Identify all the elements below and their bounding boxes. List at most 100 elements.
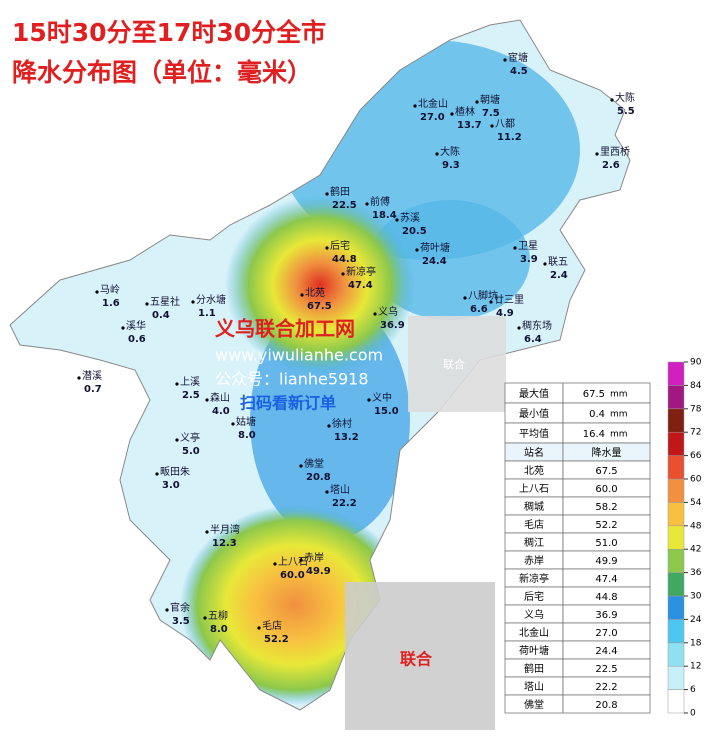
table-text: 47.4	[595, 574, 617, 585]
legend-swatch	[667, 385, 685, 410]
table-text: 27.0	[595, 628, 617, 639]
station-dot	[175, 438, 179, 442]
station-name: 上溪	[180, 376, 200, 388]
station-value: 15.0	[374, 406, 399, 417]
table-text: 平均值	[519, 427, 549, 440]
legend-label: 36	[690, 568, 702, 578]
station-value: 13.2	[334, 432, 359, 443]
station-name: 荷叶塘	[420, 241, 450, 254]
table-text: 24.4	[595, 646, 617, 657]
station-name: 义中	[372, 391, 392, 404]
legend-label: 0	[690, 709, 696, 719]
station-value: 20.5	[402, 226, 427, 237]
station-name: 义亭	[180, 431, 200, 444]
table-text: 塔山	[524, 680, 544, 693]
station-dot	[145, 302, 149, 306]
watermark: 义乌联合加工网 www.yiwulianhe.com 公众号：lianhe591…	[215, 316, 506, 730]
table-cell	[562, 382, 651, 404]
title: 15时30分至17时30分全市	[12, 18, 326, 47]
watermark-text: 扫码看新订单	[240, 394, 336, 413]
legend-swatch	[667, 689, 685, 714]
watermark-text: 义乌联合加工网	[215, 317, 355, 341]
station-name: 毛店	[262, 619, 282, 632]
legend-swatch	[667, 619, 685, 644]
station-name: 宦塘	[508, 51, 528, 64]
station-value: 11.2	[497, 132, 522, 143]
station-value: 13.7	[457, 120, 482, 131]
station-value: 5.5	[617, 106, 635, 117]
unit: mm	[610, 410, 628, 420]
station-dot	[463, 296, 467, 300]
station-name: 五星社	[150, 295, 180, 308]
station-value: 47.4	[348, 280, 373, 291]
table-text: 67.5	[595, 466, 617, 477]
station-name: 分水塘	[196, 293, 226, 306]
station-name: 里西桥	[600, 146, 630, 158]
station-value: 44.8	[332, 254, 357, 265]
table-text: 站名	[524, 446, 544, 459]
station-dot	[413, 104, 417, 108]
table-text: 北金山	[519, 626, 549, 639]
station-value: 1.6	[102, 298, 120, 309]
station-value: 67.5	[307, 301, 332, 312]
legend-swatch	[667, 665, 685, 690]
legend-label: 30	[690, 592, 702, 602]
station-dot	[273, 562, 277, 566]
station-dot	[513, 246, 517, 250]
station-value: 0.4	[152, 310, 170, 321]
station-dot	[610, 98, 614, 102]
station-name: 佛堂	[304, 457, 324, 470]
table-text: 义乌	[524, 608, 544, 621]
station-value: 4.0	[212, 406, 230, 417]
table-text: 49.9	[595, 556, 617, 567]
station-name: 官余	[170, 601, 190, 614]
table-text: 0.4	[589, 409, 605, 420]
legend-label: 42	[690, 545, 701, 555]
table-text: 降水量	[592, 446, 622, 459]
station-dot	[121, 326, 125, 330]
legend-swatch	[667, 502, 685, 527]
station-value: 2.4	[550, 270, 568, 281]
station-dot	[205, 398, 209, 402]
station-dot	[341, 272, 345, 276]
legend-swatch	[667, 548, 685, 573]
station-value: 52.2	[264, 634, 289, 645]
table-text: 毛店	[524, 518, 544, 531]
table-text: 北苑	[524, 464, 544, 477]
station-name: 大陈	[440, 145, 460, 158]
legend-swatch	[667, 572, 685, 597]
legend-swatch	[667, 408, 685, 433]
station-name: 卫星	[518, 240, 538, 252]
station-value: 0.6	[128, 334, 146, 345]
station-name: 朝塘	[480, 93, 500, 106]
station-dot	[325, 490, 329, 494]
watermark-text: 联合	[400, 650, 433, 669]
station-name: 森山	[210, 391, 230, 404]
watermark-text: www.yiwulianhe.com	[215, 346, 383, 365]
station-value: 20.8	[306, 472, 331, 483]
station-value: 12.3	[212, 538, 237, 549]
table-text: 16.4	[583, 429, 605, 440]
table-text: 新凉亭	[519, 572, 549, 585]
station-dot	[373, 312, 377, 316]
station-name: 前傅	[370, 195, 390, 208]
legend-label: 60	[690, 475, 702, 485]
station-dot	[415, 248, 419, 252]
legend-label: 18	[690, 638, 702, 648]
title: 降水分布图（单位：毫米）	[12, 58, 312, 87]
legend-label: 54	[690, 498, 702, 508]
table-text: 36.9	[595, 610, 617, 621]
legend-label: 12	[690, 662, 701, 672]
table-cell	[562, 422, 651, 444]
station-value: 36.9	[380, 320, 405, 331]
station-dot	[489, 300, 493, 304]
station-dot	[165, 608, 169, 612]
station-value: 22.2	[332, 498, 357, 509]
legend-label: 24	[690, 615, 702, 625]
station-name: 廿三里	[494, 294, 524, 306]
station-dot	[191, 300, 195, 304]
station-dot	[365, 202, 369, 206]
station-value: 2.6	[602, 160, 620, 171]
legend-label: 78	[690, 404, 702, 414]
station-dot	[475, 100, 479, 104]
